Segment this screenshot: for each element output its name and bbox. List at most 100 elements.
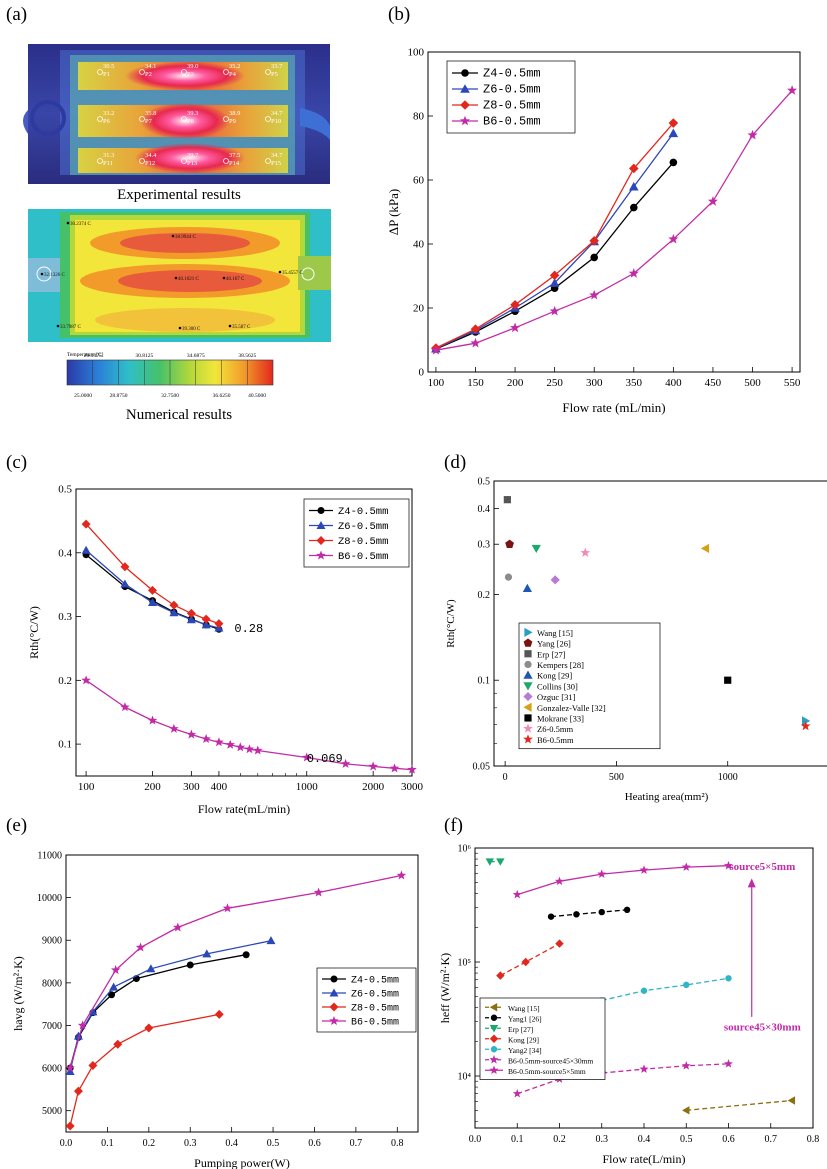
data-point-marker: [639, 865, 649, 874]
data-point-marker: [81, 675, 91, 685]
x-tick-label: 250: [546, 377, 563, 389]
probe-marker: [40, 272, 44, 276]
data-point-marker: [623, 906, 631, 914]
data-point-marker: [681, 1061, 691, 1070]
data-point-marker: [81, 519, 91, 529]
data-point-marker: [73, 1031, 83, 1040]
legend-marker: [523, 691, 533, 702]
legend-label: B6-0.5mm-source45×30mm: [508, 1056, 593, 1065]
series-wang-15-: [802, 716, 811, 726]
y-tick-label: 10000: [37, 893, 62, 904]
x-tick-label: 100: [428, 377, 445, 389]
legend-label: Z8-0.5mm: [338, 536, 388, 548]
legend: Wang [15]Yang1 [26] Erp [27]Kong [29] Yang…: [479, 997, 606, 1080]
data-point-marker: [724, 1059, 733, 1068]
colorbar-title: Temperature [C]: [67, 352, 104, 358]
data-point-marker: [725, 975, 732, 982]
legend-marker: [459, 115, 471, 126]
chart-c-thermal-resistance: 100 200 300 400 1000 2000 3000 0.1 0.2 0.3 0.4 0.5 F…: [27, 484, 424, 817]
data-point-marker: [628, 268, 639, 278]
data-point-marker: [747, 129, 758, 140]
data-point-marker: [573, 911, 580, 918]
measurement-point-label: P6: [103, 118, 111, 125]
legend-marker: [524, 650, 532, 658]
y-tick-label: 40: [413, 239, 425, 251]
data-point-marker: [639, 1064, 649, 1073]
y-axis-label: heff (W/m²·K): [438, 953, 452, 1023]
legend-label: B6-0.5mm: [338, 551, 388, 563]
y-tick-label: 0.2: [58, 675, 72, 687]
x-tick-label: 200: [507, 377, 524, 389]
probe-value: 40.1021 C: [178, 277, 200, 282]
legend-marker: [316, 536, 326, 545]
legend-marker: [523, 723, 533, 733]
data-point-marker: [669, 158, 678, 167]
measurement-point-label: P14: [229, 160, 240, 167]
data-point-marker: [682, 1106, 690, 1115]
data-point-marker: [301, 752, 312, 762]
measurement-point-value: 39.3: [187, 110, 198, 117]
legend-marker: [329, 988, 339, 997]
x-tick-label: 400: [211, 781, 228, 793]
series-line: [601, 977, 729, 1002]
data-point-marker: [235, 742, 246, 752]
legend: Z4-0.5mm Z6-0.5mm Z8-0.5mm B6-0.5mm: [316, 967, 417, 1033]
series-wang-15-: [682, 1096, 796, 1115]
data-point-marker: [73, 1086, 83, 1096]
measurement-point-label: P7: [145, 118, 153, 125]
colorbar-labels: 25.0000 28.8750 32.7500 36.6250 40.5000 26.93…: [74, 353, 266, 399]
data-point-marker: [496, 858, 505, 866]
data-point-marker: [555, 939, 564, 948]
probe-value: 30.2374 C: [70, 222, 92, 227]
x-tick-label: 0.4: [225, 1138, 238, 1149]
plot-frame: [65, 854, 419, 1133]
data-point-marker: [590, 253, 599, 262]
colorbar-top-label: 26.9375: [84, 353, 102, 359]
measurement-point-marker: [139, 158, 145, 164]
series-line: [435, 89, 793, 351]
data-point-marker: [186, 729, 197, 739]
data-point-marker: [148, 598, 158, 607]
axes: 0.0 0.1 0.2 0.3 0.4 0.5 0.6 0.7 0.8 10⁴ 10⁵ 10⁶ Flow…: [438, 844, 819, 1167]
legend-label: Z8-0.5mm: [483, 99, 541, 113]
plot-frame: [75, 488, 413, 777]
data-point-marker: [65, 1063, 75, 1073]
plot-frame: [493, 480, 827, 767]
measurement-point-label: P5: [271, 71, 278, 78]
measurement-point-value: 34.4: [145, 152, 157, 159]
data-point-marker: [120, 562, 130, 572]
data-point-marker: [109, 982, 119, 991]
series-line: [69, 1013, 220, 1127]
measurement-point-value: 34.1: [145, 63, 156, 70]
data-point-marker: [186, 615, 196, 624]
measurement-point-label: P15: [271, 160, 281, 167]
measurement-point-label: P1: [103, 71, 110, 78]
measurement-point-marker: [97, 69, 103, 75]
x-tick-label: 0.0: [60, 1138, 73, 1149]
measurement-point-value: 33.2: [103, 110, 114, 117]
experimental-point-labels: 30.5P1 34.1P2 39.0P3 35.2P4 33.7P5 33.2P6 35.8…: [97, 63, 283, 167]
legend-marker: [490, 1046, 498, 1053]
data-point-marker: [186, 961, 194, 969]
data-point-marker: [510, 322, 521, 333]
series-b6-0-5mm: [81, 675, 417, 774]
colorbar-top-label: 34.6875: [187, 353, 205, 359]
legend-label: B6-0.5mm: [537, 735, 574, 745]
legend-label: Erp [27]: [508, 1025, 533, 1034]
series-z8-0-5mm: [65, 1009, 224, 1131]
measurement-point-marker: [265, 69, 271, 75]
annotation-label: source5×5mm: [729, 861, 795, 873]
legend-marker: [523, 682, 533, 691]
series-z4-0-5mm: [432, 158, 678, 353]
legend-label: B6-0.5mm: [483, 115, 541, 129]
legend-label: Mokrane [33]: [537, 713, 584, 723]
x-tick-label: 0.3: [184, 1138, 197, 1149]
legend-label: Kong [29]: [537, 671, 572, 681]
data-point-marker: [550, 575, 560, 585]
data-point-marker: [214, 1009, 224, 1019]
legend-marker: [329, 1016, 339, 1026]
data-point-marker: [668, 118, 679, 128]
y-tick-label: 0.4: [58, 547, 72, 559]
x-tick-label: 3000: [401, 781, 424, 793]
y-tick-label: 11000: [37, 851, 62, 862]
